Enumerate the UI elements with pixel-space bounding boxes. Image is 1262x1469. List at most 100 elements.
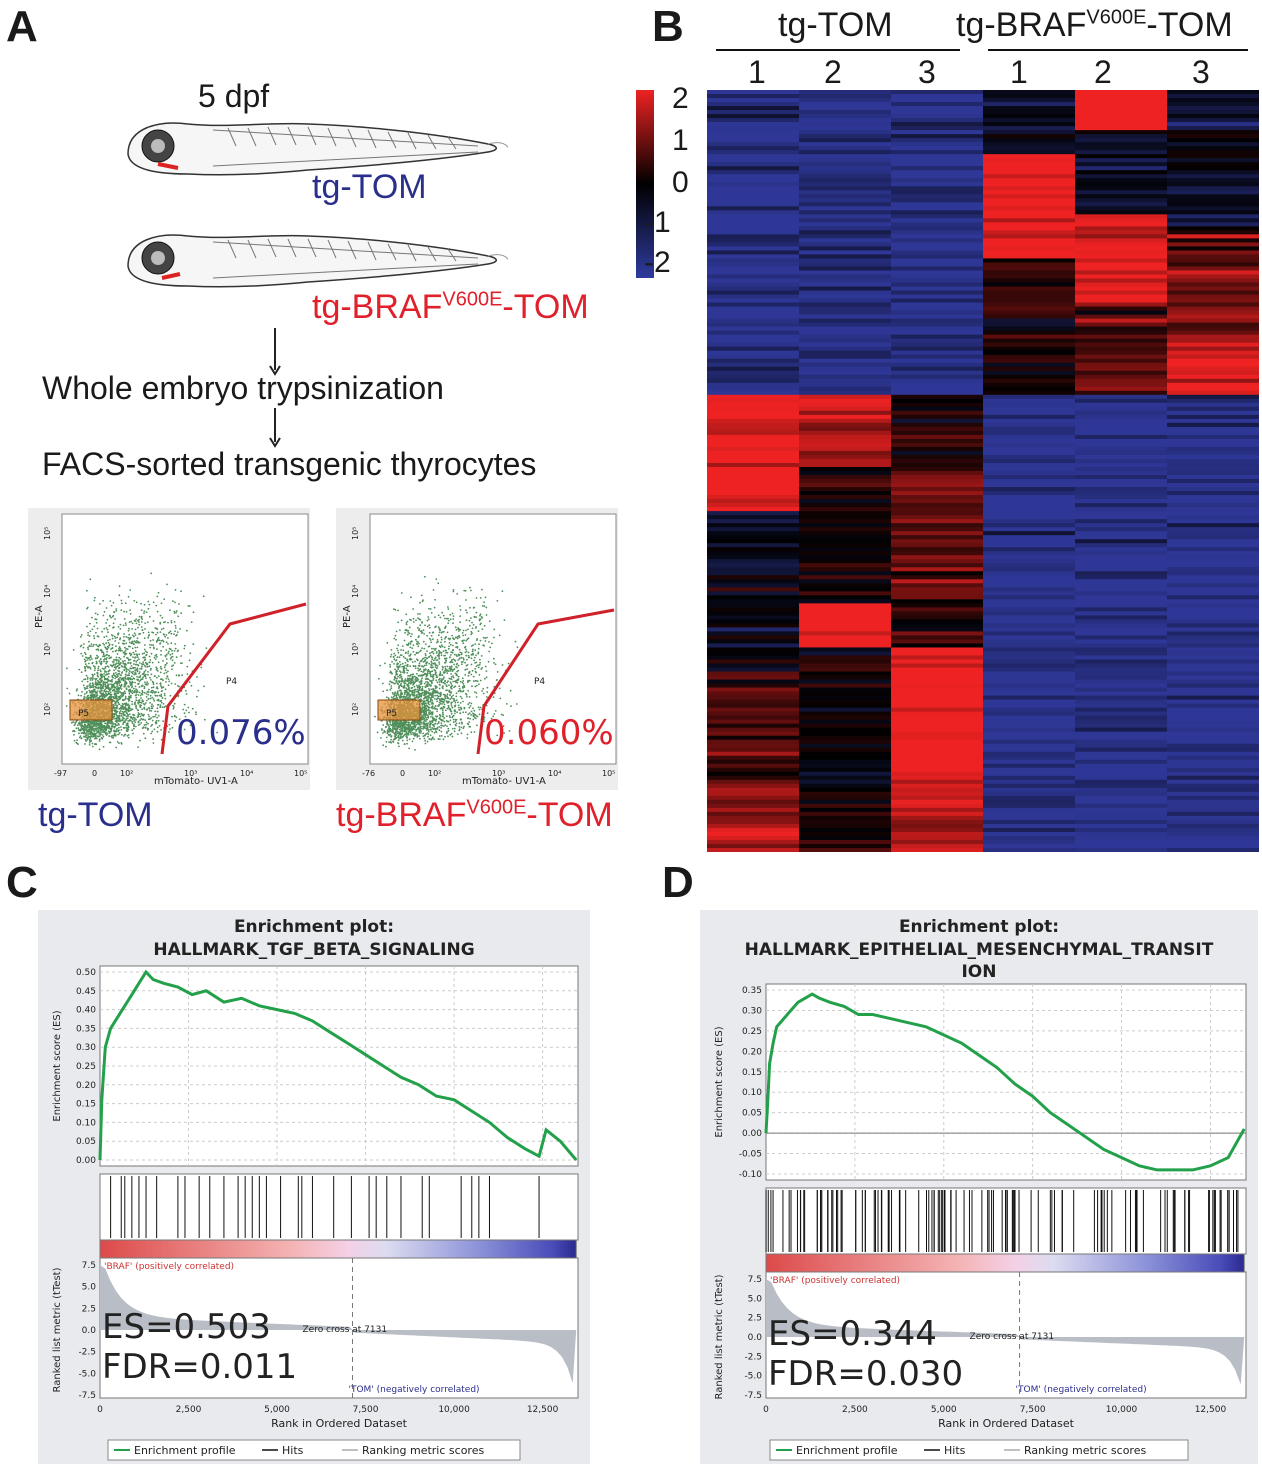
facs-event xyxy=(440,706,443,709)
facs-event xyxy=(498,687,501,690)
facs-event xyxy=(427,691,430,694)
facs-event xyxy=(115,676,118,678)
facs-event xyxy=(178,674,180,677)
facs-event xyxy=(73,724,76,727)
facs-event xyxy=(107,670,110,673)
facs-event xyxy=(398,661,401,663)
facs-event xyxy=(106,618,109,621)
facs-event xyxy=(427,616,430,618)
facs-event xyxy=(88,727,90,729)
facs-event xyxy=(131,729,134,732)
facs-event xyxy=(467,651,470,654)
facs-event xyxy=(147,636,150,639)
step1-text: Whole embryo trypsinization xyxy=(42,370,444,406)
facs-event xyxy=(152,698,155,700)
facs-event xyxy=(434,657,436,660)
facs-event xyxy=(101,667,104,670)
facs-event xyxy=(106,673,108,676)
facs-event xyxy=(104,722,107,725)
facs-event xyxy=(459,605,461,607)
facs-event xyxy=(102,655,104,658)
facs-event xyxy=(451,651,454,654)
facs-event xyxy=(144,737,147,740)
facs-event xyxy=(116,673,118,676)
facs-event xyxy=(413,732,415,735)
facs-event xyxy=(65,705,68,707)
facs-event xyxy=(455,663,458,666)
facs-event xyxy=(415,651,418,654)
facs-event xyxy=(92,674,94,677)
facs-event xyxy=(469,717,471,720)
facs-event xyxy=(474,643,477,645)
facs-event xyxy=(104,657,106,660)
facs-event xyxy=(389,740,392,743)
facs-event xyxy=(118,698,120,701)
facs-event xyxy=(459,621,461,624)
facs-event xyxy=(192,643,195,646)
facs-event xyxy=(446,670,448,673)
facs-event xyxy=(134,656,136,659)
facs-event xyxy=(106,628,109,631)
facs-event xyxy=(134,620,137,622)
facs-event xyxy=(430,660,433,663)
facs-event xyxy=(446,697,449,700)
facs-event xyxy=(114,682,116,685)
facs-event xyxy=(413,728,415,730)
facs-event xyxy=(151,703,153,706)
facs-event xyxy=(417,613,419,615)
facs-event xyxy=(136,689,138,692)
facs-event xyxy=(124,695,127,698)
facs-event xyxy=(449,667,452,670)
facs-event xyxy=(467,637,470,640)
facs-event xyxy=(129,678,132,681)
facs-event xyxy=(95,631,97,634)
facs-event xyxy=(444,667,447,670)
facs-event xyxy=(450,697,453,699)
facs-event xyxy=(386,723,388,726)
facs-x-tick: 0 xyxy=(92,769,97,778)
facs-event xyxy=(446,631,449,634)
facs-event xyxy=(424,678,427,680)
facs-event xyxy=(421,685,424,688)
facs-event xyxy=(471,685,473,688)
facs-event xyxy=(107,666,110,668)
facs-event xyxy=(166,662,168,665)
facs-event xyxy=(171,715,173,718)
facs-event xyxy=(122,708,125,710)
facs-event xyxy=(447,670,450,673)
facs-event xyxy=(131,703,133,706)
facs-event xyxy=(456,655,458,657)
facs-event xyxy=(429,652,431,655)
facs-event xyxy=(84,667,86,670)
facs-event xyxy=(74,721,76,724)
facs-event xyxy=(125,647,128,650)
facs-event xyxy=(431,730,434,733)
facs-event xyxy=(436,681,439,684)
facs-event xyxy=(145,683,147,685)
facs-event xyxy=(432,679,434,681)
facs-event xyxy=(84,663,87,666)
facs-event xyxy=(88,635,91,637)
facs-event xyxy=(83,665,86,668)
facs-event xyxy=(456,637,459,640)
facs-event xyxy=(400,675,403,678)
facs-event xyxy=(447,637,450,640)
facs-event xyxy=(472,712,474,715)
facs-event xyxy=(397,644,400,647)
facs-event xyxy=(113,730,115,733)
facs-event xyxy=(138,691,141,694)
facs-event xyxy=(412,665,415,668)
facs-event xyxy=(147,600,150,603)
facs-event xyxy=(433,697,436,700)
facs-event xyxy=(402,727,405,729)
facs-event xyxy=(132,732,134,735)
facs-event xyxy=(163,666,166,669)
facs-event xyxy=(122,726,125,729)
facs-event xyxy=(409,653,412,656)
facs-event xyxy=(418,635,420,637)
facs-event xyxy=(128,641,131,644)
facs-event xyxy=(83,658,86,661)
facs-event xyxy=(434,626,436,629)
facs-event xyxy=(389,688,392,691)
facs-event xyxy=(124,697,127,700)
